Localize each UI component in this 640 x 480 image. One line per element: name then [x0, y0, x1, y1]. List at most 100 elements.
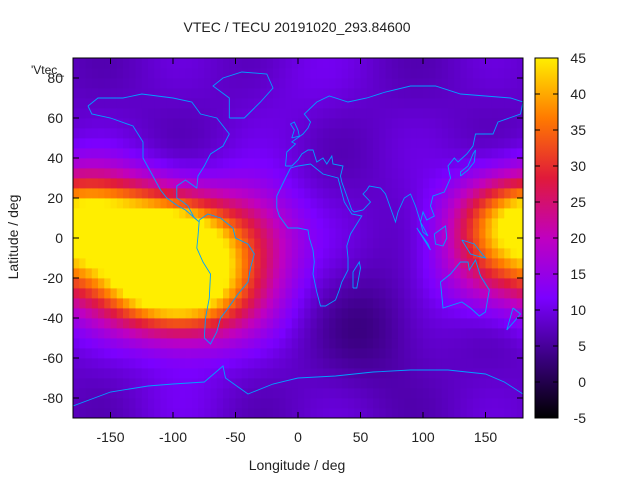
heatmap-cell: [466, 268, 474, 279]
x-tick-label: 0: [294, 429, 302, 445]
heatmap-cell: [154, 238, 161, 249]
heatmap-cell: [423, 288, 430, 299]
heatmap-cell: [473, 128, 480, 139]
heatmap-cell: [516, 138, 523, 149]
heatmap-cell: [341, 88, 349, 99]
heatmap-cell: [410, 188, 418, 199]
heatmap-cell: [85, 198, 93, 209]
heatmap-cell: [160, 348, 168, 359]
heatmap-cell: [410, 368, 418, 379]
heatmap-cell: [441, 328, 449, 339]
heatmap-cell: [141, 358, 149, 369]
heatmap-cell: [79, 318, 86, 329]
heatmap-cell: [429, 358, 436, 369]
heatmap-cell: [435, 178, 443, 189]
heatmap-cell: [223, 268, 230, 279]
heatmap-cell: [466, 348, 474, 359]
heatmap-cell: [98, 318, 105, 329]
y-tick-label: -20: [43, 270, 63, 286]
heatmap-cell: [448, 148, 455, 159]
heatmap-cell: [429, 398, 436, 409]
y-tick-label: 0: [55, 230, 63, 246]
heatmap-cell: [423, 138, 430, 149]
heatmap-cell: [473, 108, 480, 119]
heatmap-cell: [423, 328, 430, 339]
heatmap-cell: [241, 348, 249, 359]
heatmap-cell: [354, 108, 361, 119]
heatmap-cell: [423, 348, 430, 359]
heatmap-cell: [323, 308, 330, 319]
heatmap-cell: [216, 358, 224, 369]
heatmap-cell: [279, 118, 286, 129]
heatmap-cell: [416, 108, 424, 119]
heatmap-cell: [129, 108, 136, 119]
heatmap-cell: [323, 168, 330, 179]
heatmap-cell: [185, 198, 193, 209]
heatmap-cell: [98, 58, 105, 69]
heatmap-cell: [485, 408, 493, 418]
heatmap-cell: [435, 58, 443, 69]
heatmap-cell: [254, 58, 261, 69]
heatmap-cell: [491, 98, 499, 109]
heatmap-cell: [479, 308, 486, 319]
heatmap-cell: [210, 58, 218, 69]
heatmap-cell: [341, 58, 349, 69]
heatmap-cell: [229, 328, 236, 339]
heatmap-cell: [360, 138, 368, 149]
heatmap-cell: [448, 338, 455, 349]
heatmap-cell: [460, 108, 468, 119]
heatmap-cell: [223, 118, 230, 129]
heatmap-cell: [316, 178, 324, 189]
heatmap-cell: [391, 198, 399, 209]
heatmap-cell: [179, 168, 186, 179]
heatmap-cell: [154, 278, 161, 289]
y-axis-label: Latitude / deg: [5, 195, 21, 280]
heatmap-cell: [498, 158, 505, 169]
heatmap-cell: [104, 398, 111, 409]
heatmap-cell: [423, 108, 430, 119]
heatmap-cell: [116, 278, 124, 289]
heatmap-cell: [235, 108, 243, 119]
heatmap-cell: [154, 68, 161, 79]
heatmap-cell: [429, 368, 436, 379]
heatmap-cell: [129, 318, 136, 329]
heatmap-cell: [329, 408, 336, 418]
heatmap-cell: [148, 298, 155, 309]
heatmap-cell: [416, 388, 424, 399]
heatmap-cell: [166, 58, 174, 69]
heatmap-cell: [491, 328, 499, 339]
heatmap-cell: [229, 358, 236, 369]
heatmap-cell: [229, 368, 236, 379]
heatmap-cell: [154, 348, 161, 359]
heatmap-cell: [291, 258, 299, 269]
heatmap-cell: [85, 178, 93, 189]
heatmap-cell: [473, 348, 480, 359]
heatmap-cell: [135, 318, 143, 329]
heatmap-cell: [479, 58, 486, 69]
heatmap-cell: [273, 348, 280, 359]
heatmap-cell: [191, 68, 199, 79]
heatmap-cell: [454, 218, 461, 229]
heatmap-cell: [204, 68, 211, 79]
heatmap-cell: [366, 178, 374, 189]
heatmap-cell: [198, 148, 205, 159]
heatmap-cell: [79, 78, 86, 89]
heatmap-cell: [154, 108, 161, 119]
heatmap-cell: [79, 198, 86, 209]
heatmap-cell: [360, 258, 368, 269]
heatmap-cell: [98, 398, 105, 409]
heatmap-cell: [129, 328, 136, 339]
heatmap-cell: [173, 388, 180, 399]
heatmap-cell: [316, 248, 324, 259]
heatmap-cell: [441, 378, 449, 389]
heatmap-cell: [348, 88, 355, 99]
heatmap-cell: [398, 298, 405, 309]
heatmap-cell: [423, 58, 430, 69]
heatmap-cell: [304, 128, 311, 139]
heatmap-cell: [91, 128, 99, 139]
heatmap-cell: [210, 128, 218, 139]
heatmap-cell: [173, 178, 180, 189]
heatmap-cell: [504, 98, 511, 109]
heatmap-cell: [273, 178, 280, 189]
heatmap-cell: [510, 238, 518, 249]
